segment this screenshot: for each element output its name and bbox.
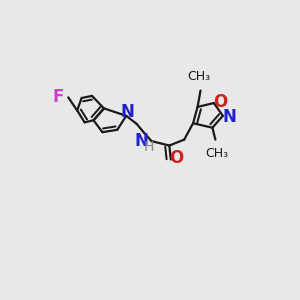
Text: O: O — [213, 93, 228, 111]
Text: F: F — [52, 88, 64, 106]
Text: O: O — [169, 149, 183, 167]
Text: CH₃: CH₃ — [205, 147, 228, 160]
Text: N: N — [134, 132, 148, 150]
Text: N: N — [222, 108, 236, 126]
Text: H: H — [144, 140, 154, 154]
Text: N: N — [121, 103, 135, 121]
Text: CH₃: CH₃ — [188, 70, 211, 83]
